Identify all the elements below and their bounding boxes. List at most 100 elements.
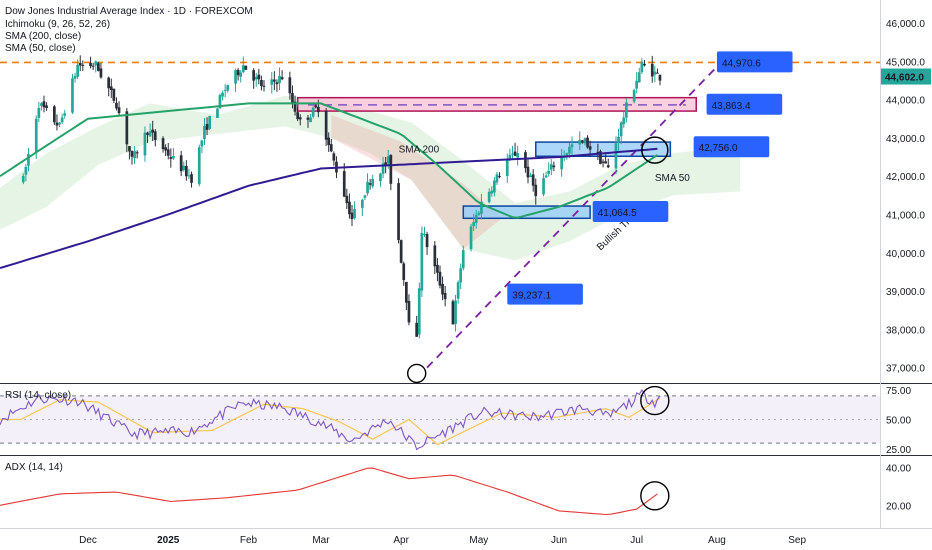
candle-body bbox=[560, 155, 563, 170]
date-tick-label: 2025 bbox=[157, 535, 180, 546]
candle-body bbox=[109, 86, 113, 90]
candle-body bbox=[107, 77, 110, 89]
candle-body bbox=[619, 122, 623, 137]
candle-body bbox=[474, 215, 478, 223]
candle-body bbox=[606, 165, 610, 168]
ichimoku-cloud-red bbox=[331, 114, 503, 250]
candle-body bbox=[42, 101, 46, 108]
level-label-sma-zone-bg bbox=[693, 136, 770, 158]
candle-body bbox=[565, 153, 569, 157]
candle-body bbox=[161, 138, 165, 150]
candle-body bbox=[508, 154, 512, 161]
candle-body bbox=[63, 113, 66, 116]
candle-body bbox=[368, 183, 372, 185]
rsi-tick-label: 50.00 bbox=[886, 416, 911, 427]
candle-body bbox=[493, 180, 496, 193]
candle-body bbox=[420, 233, 424, 291]
candle-body bbox=[234, 70, 237, 84]
candle-body bbox=[254, 76, 258, 80]
date-tick-label: Jun bbox=[551, 535, 567, 546]
candle-body bbox=[288, 77, 292, 94]
candle-body bbox=[81, 64, 85, 66]
candle-body bbox=[317, 106, 320, 113]
candle-body bbox=[133, 151, 136, 159]
date-tick-label: Apr bbox=[393, 535, 409, 546]
candle-body bbox=[614, 143, 618, 169]
candle-body bbox=[583, 138, 587, 144]
candle-body bbox=[203, 126, 206, 139]
level-label-trend-bg bbox=[507, 283, 583, 305]
candle-body bbox=[342, 171, 346, 197]
level-label-zone-top: 43,863.4 bbox=[712, 101, 751, 112]
candle-body bbox=[97, 63, 100, 71]
adx-tick-label: 20.00 bbox=[886, 501, 911, 512]
level-label-support-bg bbox=[592, 201, 669, 223]
candle-body bbox=[348, 201, 351, 215]
candle-body bbox=[423, 233, 426, 235]
low-circle bbox=[407, 363, 427, 384]
candle-body bbox=[298, 117, 302, 120]
candle-body bbox=[58, 122, 61, 125]
candle-body bbox=[578, 139, 582, 145]
rsi-legend: RSI (14, close) bbox=[5, 390, 72, 401]
level-label-support: 41,064.5 bbox=[598, 208, 637, 219]
candle-body bbox=[221, 92, 224, 97]
candle-body bbox=[37, 107, 41, 118]
candle-body bbox=[197, 147, 201, 185]
sma50-line bbox=[0, 102, 658, 219]
date-tick-label: Jul bbox=[630, 535, 643, 546]
candle-body bbox=[604, 161, 607, 164]
candle-body bbox=[588, 146, 592, 150]
current-price-tag bbox=[881, 68, 931, 85]
candle-body bbox=[436, 264, 439, 273]
candle-body bbox=[260, 80, 263, 87]
candle-body bbox=[252, 70, 255, 81]
candle-body bbox=[270, 79, 274, 85]
candle-body bbox=[53, 106, 56, 123]
candle-body bbox=[164, 147, 167, 151]
candle-body bbox=[76, 64, 79, 77]
candle-body bbox=[40, 103, 43, 106]
candle-body bbox=[200, 140, 204, 147]
candle-body bbox=[622, 117, 626, 125]
level-label-resistance-bg bbox=[716, 51, 793, 73]
price-tick-label: 40,000.0 bbox=[886, 249, 925, 260]
candle-body bbox=[549, 164, 553, 170]
candle-body bbox=[438, 271, 442, 286]
level-label-sma-zone: 42,756.0 bbox=[699, 143, 738, 154]
candle-body bbox=[216, 108, 219, 118]
candle-body bbox=[205, 124, 209, 130]
candle-body bbox=[658, 74, 662, 81]
candle-body bbox=[309, 117, 312, 123]
candle-body bbox=[190, 174, 193, 183]
candle-body bbox=[516, 153, 519, 158]
candle-body bbox=[185, 166, 188, 177]
candle-body bbox=[329, 144, 333, 152]
sma200-legend: SMA (200, close) bbox=[5, 31, 82, 42]
candle-body bbox=[293, 101, 297, 112]
candle-body bbox=[472, 222, 475, 227]
candle-body bbox=[21, 175, 25, 183]
date-tick-label: Sep bbox=[788, 535, 806, 546]
candle-body bbox=[128, 146, 131, 152]
candle-body bbox=[187, 175, 191, 177]
candle-body bbox=[407, 301, 411, 323]
date-tick-label: Feb bbox=[240, 535, 258, 546]
candle-body bbox=[656, 72, 659, 74]
candle-body bbox=[241, 65, 245, 73]
price-tick-label: 38,000.0 bbox=[886, 325, 925, 336]
candle-body bbox=[632, 90, 636, 102]
adx-tick-label: 40.00 bbox=[886, 463, 911, 474]
candle-body bbox=[570, 144, 574, 148]
ichimoku-legend: Ichimoku (9, 26, 52, 26) bbox=[5, 19, 111, 30]
candle-body bbox=[226, 85, 230, 91]
level-label-zone-top-bg bbox=[706, 93, 783, 115]
candle-body bbox=[425, 234, 429, 248]
date-tick-label: Mar bbox=[312, 535, 330, 546]
candle-body bbox=[169, 157, 173, 159]
candle-body bbox=[371, 179, 374, 187]
candle-body bbox=[405, 281, 408, 303]
price-tick-label: 44,000.0 bbox=[886, 96, 925, 107]
candle-body bbox=[291, 93, 294, 104]
candle-body bbox=[490, 190, 494, 194]
